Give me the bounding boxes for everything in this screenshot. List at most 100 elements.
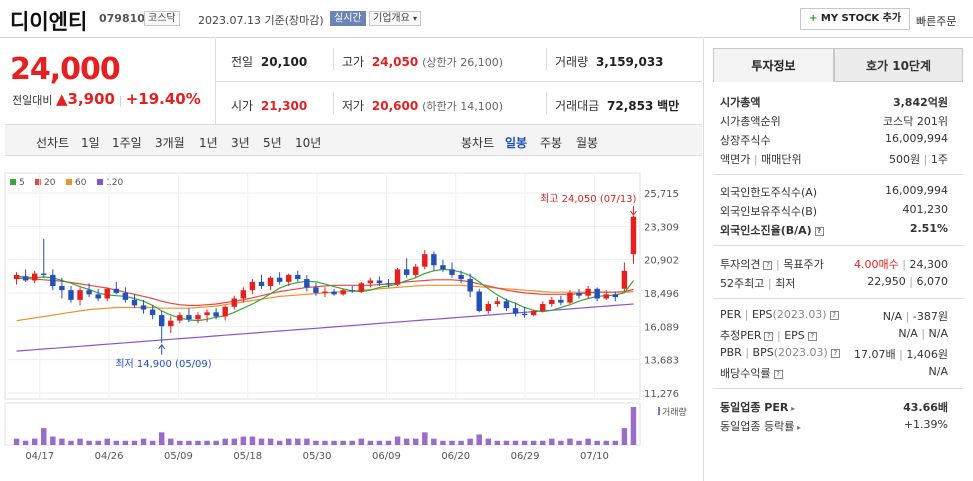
volume-label: 거래량: [555, 55, 589, 69]
candle-body: [231, 298, 237, 307]
candle-body: [485, 304, 492, 311]
low-value: 20,600: [371, 99, 419, 113]
separator: |: [744, 308, 749, 321]
volume-bar: [358, 438, 365, 445]
ma20-line: [16, 277, 634, 306]
period-10y[interactable]: 10년: [295, 136, 322, 150]
par-unit-value: 500원 | 1주: [889, 151, 948, 167]
candle-monthly[interactable]: 월봉: [576, 136, 599, 150]
volume-bar: [295, 438, 301, 445]
legend-label: 5: [19, 178, 25, 188]
volume-bar: [104, 438, 110, 445]
industry-rate-label[interactable]: 동일업종 등락률 ▸: [720, 418, 801, 434]
high-annotation: 최고 24,050 (07/13): [540, 193, 636, 205]
period-1d[interactable]: 1일: [81, 136, 100, 150]
prev-close: 전일 20,100: [231, 53, 307, 70]
separator: |: [899, 348, 903, 361]
realtime-badge[interactable]: 실시간: [330, 11, 366, 26]
amount-label: 거래대금: [555, 99, 600, 113]
stock-chart[interactable]: 5 20 60 120 최고 24,050 (07/13) 최저 14,900 (05/…: [0, 157, 703, 481]
volume-bar: [431, 438, 437, 445]
ma120-line: [16, 303, 634, 352]
bps-text: BPS: [752, 346, 774, 359]
wk52-label: 52주최고 | 최저: [720, 275, 795, 291]
legend-swatch: [66, 179, 72, 185]
volume-bar: [322, 440, 328, 445]
chevron-down-icon: ▾: [413, 14, 418, 23]
candle-body: [621, 270, 628, 289]
divider: [215, 39, 216, 124]
foreign-ratio-text: 외국인소진율(B/A): [720, 224, 812, 237]
dividend-value: N/A: [928, 365, 948, 378]
foreign-limit-label: 외국인한도주식수(A): [720, 186, 818, 199]
unit-value: 1주: [930, 153, 948, 166]
separator: |: [902, 258, 906, 271]
company-overview-label: 기업개요: [373, 13, 410, 24]
candle-body: [376, 280, 383, 284]
candle-body: [567, 292, 573, 303]
info-icon[interactable]: ?: [763, 261, 773, 270]
candle-daily[interactable]: 일봉: [505, 136, 528, 150]
info-icon[interactable]: ?: [773, 370, 783, 379]
candle-body: [431, 254, 437, 266]
period-3m[interactable]: 3개월: [155, 136, 185, 150]
volume-bar: [168, 438, 174, 445]
change-percent: +19.40%: [125, 90, 201, 108]
volume-bar: [503, 440, 510, 445]
candle-body: [168, 320, 174, 327]
candle-body: [558, 299, 564, 303]
volume-bar: [31, 438, 38, 445]
info-icon[interactable]: ?: [807, 332, 817, 341]
separator: |: [745, 346, 750, 359]
volume-bar: [77, 438, 83, 445]
prev-close-label: 전일: [231, 55, 254, 69]
tab-invest-info[interactable]: 투자정보: [713, 48, 834, 82]
volume-frame: [4, 402, 641, 446]
shares-value: 16,009,994: [885, 132, 948, 145]
candle-body: [322, 291, 328, 293]
period-1y[interactable]: 1년: [199, 136, 218, 150]
volume-bar: [521, 440, 528, 445]
foreign-hold-label: 외국인보유주식수(B): [720, 205, 818, 218]
candle-body: [594, 288, 600, 299]
info-icon[interactable]: ?: [830, 349, 840, 358]
tab-hoga[interactable]: 호가 10단계: [834, 48, 963, 82]
period-5y[interactable]: 5년: [263, 136, 282, 150]
info-icon[interactable]: ?: [814, 227, 824, 236]
industry-per-value: 43.66배: [903, 401, 948, 414]
candle-body: [122, 292, 129, 300]
x-tick-label: 06/29: [511, 451, 540, 462]
volume-bar: [331, 440, 337, 445]
volume-bar: [59, 438, 65, 445]
dividend-label: 배당수익률?: [720, 365, 783, 381]
target-text: 목표주가: [783, 258, 824, 271]
foreign-limit-value: 16,009,994: [885, 184, 948, 197]
eps-year: (2023.03): [772, 308, 827, 321]
candle-body: [358, 283, 365, 292]
info-icon[interactable]: ?: [764, 332, 774, 341]
info-icon[interactable]: ?: [829, 311, 839, 320]
industry-per-label[interactable]: 동일업종 PER ▸: [720, 399, 795, 415]
period-3y[interactable]: 3년: [231, 136, 250, 150]
mystock-add-button[interactable]: + MY STOCK 추가: [800, 8, 911, 30]
high-label: 고가: [342, 55, 365, 69]
separator: |: [921, 327, 926, 340]
volume-bar: [630, 407, 637, 445]
x-tick-label: 04/26: [95, 451, 124, 462]
volume-bar: [113, 440, 120, 445]
low-label: 저가: [342, 99, 365, 113]
divider: [216, 81, 702, 82]
period-1w[interactable]: 1주일: [112, 136, 142, 150]
candle-weekly[interactable]: 주봉: [540, 136, 563, 150]
volume-bar: [576, 440, 582, 445]
per-eps-label: PER | EPS(2023.03)?: [720, 308, 839, 321]
candle-body: [240, 290, 247, 299]
chevron-right-icon: ▸: [794, 423, 801, 432]
company-overview-dropdown[interactable]: 기업개요 ▾: [369, 11, 422, 26]
quick-order-link[interactable]: 빠른주문: [916, 15, 957, 28]
eps-value: -387원: [912, 310, 948, 323]
candle-body: [349, 290, 355, 292]
candle-body: [249, 281, 256, 291]
foreign-hold-value: 401,230: [902, 203, 949, 216]
volume-bar: [240, 436, 247, 445]
